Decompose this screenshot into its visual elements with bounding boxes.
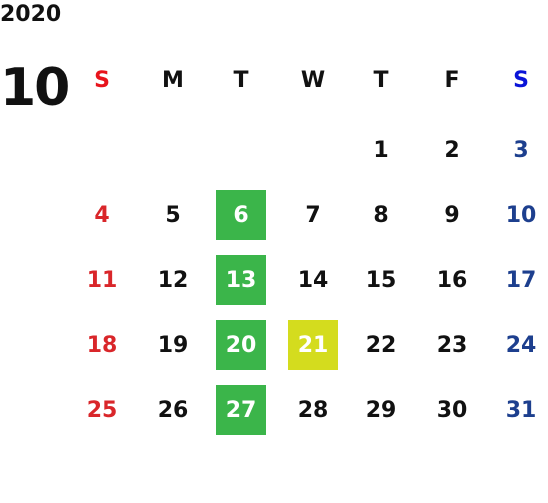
weekday-header: S: [513, 67, 529, 93]
day-cell: 19: [157, 332, 189, 358]
day-cell: 14: [297, 267, 329, 293]
day-cell: 28: [297, 397, 329, 423]
day-cell: 23: [436, 332, 468, 358]
day-cell: 13: [216, 255, 266, 305]
weekday-header: F: [444, 67, 460, 93]
day-cell: 26: [157, 397, 189, 423]
day-cell: 21: [288, 320, 338, 370]
day-cell: 11: [86, 267, 118, 293]
weekday-header: M: [162, 67, 184, 93]
weekday-header: T: [233, 67, 249, 93]
day-cell: 6: [216, 190, 266, 240]
day-cell: 2: [444, 137, 460, 163]
day-cell: 15: [365, 267, 397, 293]
day-cell: 5: [165, 202, 181, 228]
day-cell: 20: [216, 320, 266, 370]
weekday-header: T: [373, 67, 389, 93]
day-cell: 30: [436, 397, 468, 423]
day-cell: 7: [305, 202, 321, 228]
day-cell: 16: [436, 267, 468, 293]
day-cell: 29: [365, 397, 397, 423]
day-cell: 1: [373, 137, 389, 163]
day-cell: 17: [505, 267, 537, 293]
day-cell: 27: [216, 385, 266, 435]
day-cell: 18: [86, 332, 118, 358]
day-cell: 12: [157, 267, 189, 293]
day-cell: 25: [86, 397, 118, 423]
month: 10: [0, 58, 70, 118]
day-cell: 22: [365, 332, 397, 358]
day-cell: 10: [505, 202, 537, 228]
weekday-header: W: [300, 67, 326, 93]
day-cell: 31: [505, 397, 537, 423]
day-cell: 3: [513, 137, 529, 163]
weekday-header: S: [94, 67, 110, 93]
day-cell: 9: [444, 202, 460, 228]
day-cell: 4: [94, 202, 110, 228]
day-cell: 24: [505, 332, 537, 358]
day-cell: 8: [373, 202, 389, 228]
year: 2020: [0, 2, 62, 27]
